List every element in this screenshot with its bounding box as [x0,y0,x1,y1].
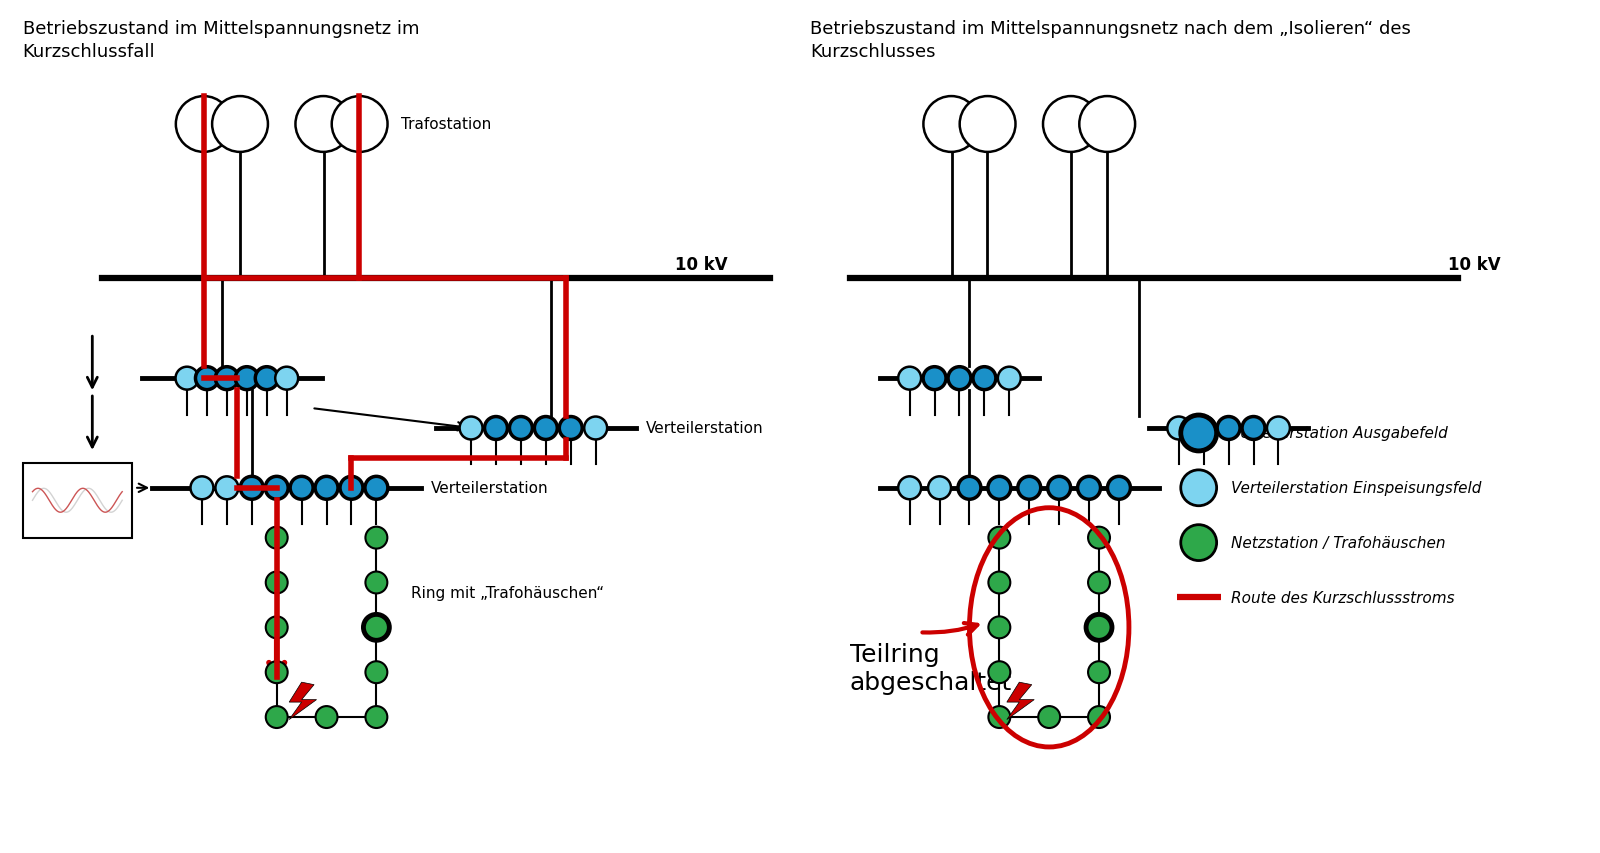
Circle shape [459,417,483,440]
Circle shape [989,527,1010,549]
Text: Ring mit „Trafohäuschen“: Ring mit „Trafohäuschen“ [411,585,605,601]
Circle shape [315,706,338,728]
Circle shape [266,661,288,683]
Circle shape [1267,417,1290,440]
Text: Verteilerstation Einspeisungsfeld: Verteilerstation Einspeisungsfeld [1230,481,1482,496]
Circle shape [1086,615,1112,641]
Circle shape [1080,97,1134,153]
Circle shape [365,527,387,549]
Circle shape [266,572,288,594]
Circle shape [1218,417,1240,440]
Circle shape [1242,417,1266,440]
Circle shape [365,706,387,728]
Circle shape [213,97,267,153]
Circle shape [1181,415,1216,451]
Circle shape [315,477,338,500]
Circle shape [958,477,981,500]
Circle shape [1043,97,1099,153]
Circle shape [928,477,950,500]
Polygon shape [290,682,317,720]
Circle shape [987,477,1011,500]
Circle shape [240,477,264,500]
Circle shape [898,477,922,500]
Text: Teilring
abgeschaltet: Teilring abgeschaltet [850,642,1013,694]
Circle shape [1088,661,1110,683]
Circle shape [1192,417,1214,440]
Circle shape [534,417,557,440]
Circle shape [1088,617,1110,639]
Circle shape [1038,706,1061,728]
Polygon shape [1006,682,1034,720]
Circle shape [898,368,922,390]
Circle shape [266,617,288,639]
Circle shape [1077,477,1101,500]
Circle shape [190,477,213,500]
Circle shape [266,527,288,549]
FancyBboxPatch shape [22,463,133,538]
Circle shape [235,368,258,390]
Circle shape [949,368,971,390]
Text: Trafostation: Trafostation [402,118,491,132]
Circle shape [485,417,507,440]
Circle shape [1168,417,1190,440]
Circle shape [176,368,198,390]
Circle shape [365,617,387,639]
Text: Netzstation / Trafohäuschen: Netzstation / Trafohäuschen [1230,536,1445,550]
Circle shape [266,706,288,728]
Circle shape [1088,572,1110,594]
Text: Betriebszustand im Mittelspannungsnetz im
Kurzschlussfall: Betriebszustand im Mittelspannungsnetz i… [22,20,419,61]
Text: 10 kV: 10 kV [1448,256,1501,274]
Circle shape [998,368,1021,390]
Circle shape [1088,527,1110,549]
Circle shape [290,477,314,500]
Circle shape [1181,470,1216,506]
Circle shape [1181,525,1216,561]
Circle shape [296,97,352,153]
Circle shape [973,368,995,390]
Circle shape [331,97,387,153]
Circle shape [989,661,1010,683]
Circle shape [509,417,533,440]
Circle shape [195,368,218,390]
Circle shape [341,477,363,500]
Circle shape [960,97,1016,153]
Circle shape [989,572,1010,594]
Circle shape [216,368,238,390]
Circle shape [1088,706,1110,728]
Circle shape [176,97,232,153]
Circle shape [216,477,238,500]
Circle shape [584,417,606,440]
Text: Betriebszustand im Mittelspannungsnetz nach dem „Isolieren“ des
Kurzschlusses: Betriebszustand im Mittelspannungsnetz n… [810,20,1411,61]
Circle shape [365,661,387,683]
Circle shape [989,706,1010,728]
Circle shape [1107,477,1131,500]
Circle shape [923,97,979,153]
Circle shape [275,368,298,390]
Text: Route des Kurzschlussstroms: Route des Kurzschlussstroms [1230,590,1454,606]
Text: Verteilerstation: Verteilerstation [645,421,763,436]
Circle shape [266,477,288,500]
Text: Verteilerstation Ausgabefeld: Verteilerstation Ausgabefeld [1230,426,1448,441]
Circle shape [989,617,1010,639]
Circle shape [363,615,389,641]
Text: Verteilerstation: Verteilerstation [432,481,549,496]
Circle shape [365,572,387,594]
Circle shape [1018,477,1040,500]
Circle shape [560,417,582,440]
Circle shape [365,477,387,500]
Circle shape [923,368,946,390]
Text: 10 kV: 10 kV [675,256,728,274]
Circle shape [1048,477,1070,500]
Circle shape [256,368,278,390]
